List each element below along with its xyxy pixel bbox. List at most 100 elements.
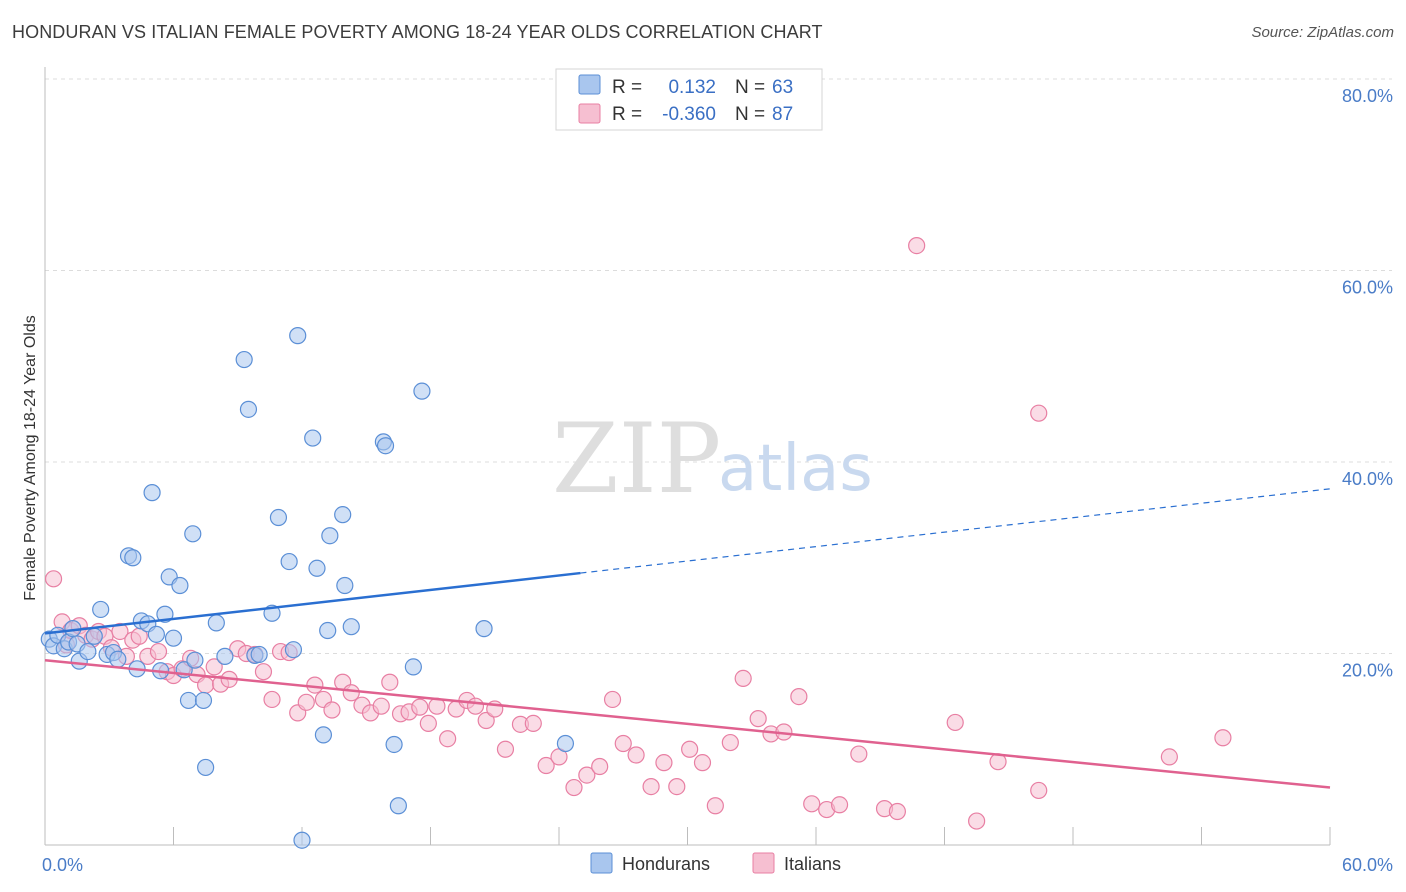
bottom-legend: Hondurans Italians [590,852,841,874]
italian-point [439,730,457,748]
italians-points [44,237,1232,830]
honduran-point [293,831,311,849]
legend-r-value-italians: -0.360 [662,104,716,125]
chart-title: HONDURAN VS ITALIAN FEMALE POVERTY AMONG… [12,22,823,42]
italian-point [1160,748,1178,766]
italian-point [197,676,215,694]
axes [44,67,1331,846]
honduran-point [164,629,183,647]
y-tick-label-60: 60.0% [1342,278,1393,298]
honduran-point [109,650,127,668]
italian-point [1214,729,1232,747]
bottom-legend-label-italians: Italians [784,854,841,874]
honduran-point [342,618,360,636]
bottom-legend-swatch-hondurans [590,852,613,874]
honduran-point [280,552,298,571]
italian-point [721,733,739,752]
italian-point [603,690,622,709]
italian-point [149,642,168,661]
watermark-zip: ZIP [552,403,721,515]
italian-point [627,746,645,764]
italian-point [908,237,926,255]
italian-point [44,570,63,588]
italian-point [578,766,596,784]
honduran-point [235,350,253,369]
honduran-point [475,620,493,638]
italian-point [381,673,399,691]
italian-point [668,777,686,796]
italian-point [466,697,485,715]
italian-point [749,710,767,728]
legend-swatch-hondurans [578,74,601,95]
italian-point [803,795,821,813]
grid-lines [45,78,1392,654]
italian-point [411,698,429,716]
honduran-point [556,734,575,753]
italian-point [306,676,324,694]
italian-point [111,622,129,641]
honduran-point [413,382,431,400]
italian-point [372,697,390,715]
honduran-point [239,400,258,418]
honduran-point [186,651,204,669]
italian-point [297,693,315,711]
italians-trend-line [44,658,1331,789]
legend-r-label-italians: R = [612,104,642,125]
honduran-point [334,506,352,524]
italian-point [655,754,673,772]
hondurans-trend-line [44,571,581,635]
italian-point [734,669,752,687]
italian-point [706,797,724,815]
honduran-point [376,437,395,455]
italian-point [591,757,609,776]
legend-n-value-italians: 87 [772,104,793,125]
honduran-point [194,691,213,710]
legend-n-label-italians: N = [735,104,765,125]
legend-n-label-hondurans: N = [735,77,765,98]
honduran-point [179,691,198,710]
honduran-point [184,525,202,543]
watermark: ZIP atlas [552,403,873,515]
bottom-legend-label-hondurans: Hondurans [622,854,710,874]
italian-point [263,690,281,709]
italian-point [790,687,808,706]
italian-point [537,756,555,775]
italian-point [614,734,632,753]
italian-point [850,745,868,763]
y-tick-labels: 20.0% 40.0% 60.0% 80.0% [1342,86,1393,681]
italian-point [968,812,986,830]
honduran-point [79,642,97,661]
x-tick-label-max: 60.0% [1342,855,1393,875]
legend: R = 0.132 N = 63 R = -0.360 N = 87 [555,68,823,131]
italian-point [681,740,699,758]
italian-point [323,701,341,719]
honduran-point [321,527,339,545]
chart-source: Source: ZipAtlas.com [1251,24,1394,41]
honduran-point [284,641,303,659]
honduran-point [308,559,326,577]
honduran-point [124,549,142,567]
legend-r-label-hondurans: R = [612,77,642,98]
legend-n-value-hondurans: 63 [772,77,793,98]
honduran-point [304,429,322,447]
italian-point [419,714,437,732]
italian-point [342,684,360,702]
y-tick-label-40: 40.0% [1342,469,1393,489]
honduran-point [92,600,110,619]
trend-lines [44,488,1331,789]
italian-point [946,713,964,732]
italian-point [642,777,660,796]
bottom-legend-swatch-italians [752,852,775,874]
honduran-point [319,621,337,640]
honduran-point [289,327,307,345]
italian-point [524,714,542,732]
x-tick-label-min: 0.0% [42,855,83,875]
honduran-point [207,614,225,632]
honduran-point [314,726,333,744]
italian-point [496,740,515,758]
honduran-point [171,576,189,595]
honduran-point [216,647,234,665]
honduran-point [385,735,403,754]
legend-r-value-hondurans: 0.132 [668,77,716,98]
italian-point [205,658,223,676]
